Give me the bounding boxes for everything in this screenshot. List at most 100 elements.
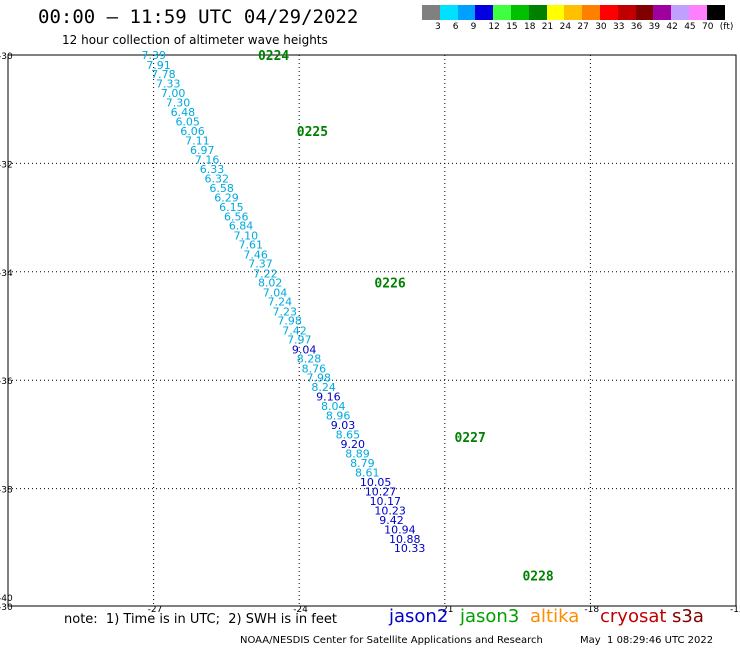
x-tick-label: -21 <box>439 605 454 615</box>
legend-swatch <box>564 5 583 20</box>
satellite-cryosat: cryosat <box>600 606 667 627</box>
wave-height-point: 7.16 <box>195 154 220 167</box>
legend-label: 3 <box>435 22 441 32</box>
y-tick-label: -30 <box>0 52 13 62</box>
wave-height-point: 8.02 <box>258 277 283 290</box>
wave-height-point: 8.79 <box>350 457 375 470</box>
x-tick-label: -15 <box>730 605 740 615</box>
legend-label: 42 <box>666 22 678 32</box>
wave-height-point: 7.24 <box>268 296 293 309</box>
wave-height-point: 6.15 <box>219 201 244 214</box>
legend-swatch <box>635 5 654 20</box>
wave-height-point: 7.98 <box>277 315 302 328</box>
wave-height-point: 9.16 <box>316 390 341 403</box>
wave-height-point: 9.42 <box>379 514 404 527</box>
legend-swatch <box>457 5 476 20</box>
legend-label: 12 <box>488 22 500 32</box>
wave-height-point: 7.04 <box>263 286 288 299</box>
page-subtitle: 12 hour collection of altimeter wave hei… <box>62 33 328 47</box>
legend-swatch <box>493 5 511 20</box>
legend-label: 18 <box>524 22 536 32</box>
wave-height-point: 6.48 <box>171 106 196 119</box>
satellite-jason3: jason3 <box>460 606 520 627</box>
satellite-s3a: s3a <box>672 606 704 627</box>
legend-label: 45 <box>684 22 696 32</box>
wave-height-point: 7.91 <box>146 59 171 72</box>
wave-height-point: 7.30 <box>166 97 191 110</box>
wave-height-point: 7.00 <box>161 87 186 100</box>
legend-swatch <box>528 5 547 20</box>
wave-height-point: 7.10 <box>234 229 259 242</box>
wave-height-point: 10.94 <box>384 523 416 536</box>
legend-swatch <box>546 5 565 20</box>
wave-height-point: 8.65 <box>336 428 361 441</box>
credit-text: NOAA/NESDIS Center for Satellite Applica… <box>240 635 543 646</box>
legend-label: 33 <box>613 22 625 32</box>
satellite-jason2: jason2 <box>389 606 449 627</box>
legend-label: 27 <box>577 22 589 32</box>
time-label: 0225 <box>297 125 328 140</box>
legend-label: 36 <box>630 22 643 32</box>
wave-height-point: 7.22 <box>253 267 277 280</box>
footer-note: note: 1) Time is in UTC; 2) SWH is in fe… <box>64 612 337 627</box>
legend-label: 39 <box>648 22 661 32</box>
wave-height-point: 10.17 <box>370 495 402 508</box>
wave-height-point: 7.46 <box>243 248 267 261</box>
y-tick-label: -32 <box>0 160 13 170</box>
wave-height-point: 8.89 <box>345 447 370 460</box>
wave-height-point: 8.04 <box>321 400 346 413</box>
wave-height-point: 7.37 <box>248 258 272 271</box>
wave-height-point: 6.05 <box>175 116 200 129</box>
legend-swatch <box>582 5 600 20</box>
wave-height-point: 8.76 <box>302 362 327 375</box>
wave-height-point: 6.84 <box>229 220 254 233</box>
wave-height-point: 8.24 <box>311 381 336 394</box>
wave-height-point: 6.29 <box>214 192 239 205</box>
wave-height-point: 6.58 <box>209 182 234 195</box>
wave-height-point: 6.32 <box>205 173 230 186</box>
legend-label: (ft) <box>719 22 734 32</box>
wave-height-point: 7.39 <box>141 49 166 62</box>
wave-height-point: 6.97 <box>190 144 215 157</box>
page-title: 00:00 – 11:59 UTC 04/29/2022 <box>38 6 359 28</box>
x-tick-label: -24 <box>293 605 308 615</box>
wave-height-point: 10.33 <box>394 542 426 555</box>
legend-label: 24 <box>559 22 572 32</box>
time-label: 0228 <box>522 569 553 584</box>
legend-swatch <box>599 5 618 20</box>
x-tick-label: -27 <box>148 605 163 615</box>
wave-height-point: 7.98 <box>306 371 331 384</box>
legend-swatch <box>510 5 529 20</box>
satellite-altika: altika <box>530 606 580 627</box>
wave-height-point: 9.03 <box>331 419 356 432</box>
wave-height-point: 10.88 <box>389 533 421 546</box>
map-frame <box>7 54 737 607</box>
y-tick-label: -30 <box>0 603 13 613</box>
wave-height-point: 7.97 <box>287 334 312 347</box>
time-label: 0224 <box>258 49 289 64</box>
wave-height-point: 9.20 <box>340 438 365 451</box>
wave-height-point: 6.33 <box>200 163 225 176</box>
y-tick-label: -36 <box>0 377 13 387</box>
wave-height-point: 10.05 <box>360 476 392 489</box>
wave-height-point: 7.23 <box>273 305 298 318</box>
legend-swatch <box>706 5 725 20</box>
time-label: 0226 <box>374 277 405 292</box>
wave-height-point: 7.78 <box>151 68 176 81</box>
legend-swatch <box>422 5 440 20</box>
y-tick-label: -38 <box>0 486 13 496</box>
wave-height-point: 7.11 <box>185 135 210 148</box>
legend-label: 9 <box>470 22 477 32</box>
wave-height-point: 8.28 <box>297 353 322 366</box>
wave-height-point: 10.23 <box>374 504 406 517</box>
wave-height-point: 6.56 <box>224 211 249 224</box>
wave-height-point: 10.27 <box>365 485 397 498</box>
legend-label: 21 <box>541 22 554 32</box>
wave-height-point: 8.61 <box>355 466 380 479</box>
legend-swatch <box>439 5 458 20</box>
y-tick-label: -34 <box>0 269 13 279</box>
legend-label: 70 <box>702 22 714 32</box>
wave-height-point: 7.33 <box>156 78 181 91</box>
y-tick-label: -40 <box>0 594 13 604</box>
